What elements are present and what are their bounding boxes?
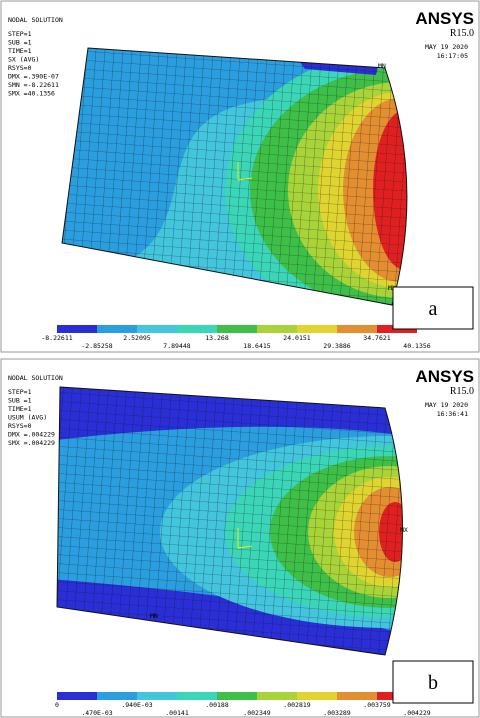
plot-info: STEP=1 <box>8 388 32 396</box>
legend-label: .00188 <box>205 701 229 709</box>
node-label: MN <box>150 612 158 620</box>
legend-swatch <box>57 692 97 700</box>
legend-label: -8.22611 <box>41 334 72 342</box>
plot-info: SMN =-8.22611 <box>8 81 59 89</box>
legend-swatch <box>257 692 297 700</box>
plot-info: RSYS=0 <box>8 64 32 72</box>
panel-label: a <box>429 298 438 320</box>
legend-swatch <box>297 692 337 700</box>
legend-label: 34.7621 <box>363 334 390 342</box>
legend-swatch <box>337 692 377 700</box>
legend-label: .00141 <box>165 709 189 717</box>
brand-name: ANSYS <box>415 367 474 386</box>
plot-time: 16:36:41 <box>437 410 468 418</box>
legend-label: .002349 <box>243 709 270 717</box>
legend-swatch <box>257 325 297 333</box>
legend-label: .470E-03 <box>81 709 112 717</box>
legend-swatch <box>137 692 177 700</box>
legend-swatch <box>217 325 257 333</box>
figure: NODAL SOLUTIONSTEP=1SUB =1TIME=1SX (AVG)… <box>0 0 480 718</box>
plot-info: STEP=1 <box>8 30 32 38</box>
legend-swatch <box>297 325 337 333</box>
legend-swatch <box>177 692 217 700</box>
legend-swatch <box>97 692 137 700</box>
legend-swatch <box>177 325 217 333</box>
plot-date: MAY 19 2020 <box>425 43 468 51</box>
plot-info: SMX =40.1356 <box>8 90 55 98</box>
plot-info: SUB =1 <box>8 39 32 47</box>
legend-label: 40.1356 <box>403 342 430 350</box>
plot-info: TIME=1 <box>8 47 32 55</box>
legend-swatch <box>217 692 257 700</box>
legend-swatch <box>137 325 177 333</box>
plot-time: 16:17:05 <box>437 52 468 60</box>
legend-label: 2.52095 <box>123 334 150 342</box>
legend-label: 18.6415 <box>243 342 270 350</box>
node-label: MX <box>400 526 408 534</box>
plot-info: SUB =1 <box>8 397 32 405</box>
plot-info: SX (AVG) <box>8 56 39 64</box>
brand-name: ANSYS <box>415 9 474 28</box>
legend-label: .003759 <box>363 701 390 709</box>
plot-info: DMX =.390E-07 <box>8 73 59 81</box>
plot-info: TIME=1 <box>8 405 32 413</box>
legend-label: 7.89448 <box>163 342 190 350</box>
plot-info: RSYS=0 <box>8 422 32 430</box>
legend-swatch <box>57 325 97 333</box>
brand-version: R15.0 <box>450 28 474 39</box>
plot-info: SMX =.004229 <box>8 439 55 447</box>
plot-title: NODAL SOLUTION <box>8 16 63 24</box>
brand-version: R15.0 <box>450 386 474 397</box>
panel-label: b <box>428 672 438 694</box>
legend-label: .004229 <box>403 709 430 717</box>
legend-label: 24.0151 <box>283 334 310 342</box>
plot-title: NODAL SOLUTION <box>8 374 63 382</box>
plot-date: MAY 19 2020 <box>425 401 468 409</box>
plot-info: USUM (AVG) <box>8 414 47 422</box>
legend-swatch <box>337 325 377 333</box>
plot-info: DMX =.004229 <box>8 431 55 439</box>
legend-label: -2.85258 <box>81 342 112 350</box>
legend-label: .003289 <box>323 709 350 717</box>
legend-label: .940E-03 <box>121 701 152 709</box>
legend-label: 13.268 <box>205 334 229 342</box>
legend-label: 29.3886 <box>323 342 350 350</box>
node-label: MN <box>378 62 386 70</box>
legend-swatch <box>97 325 137 333</box>
legend-label: 0 <box>55 701 59 709</box>
legend-label: .002819 <box>283 701 310 709</box>
